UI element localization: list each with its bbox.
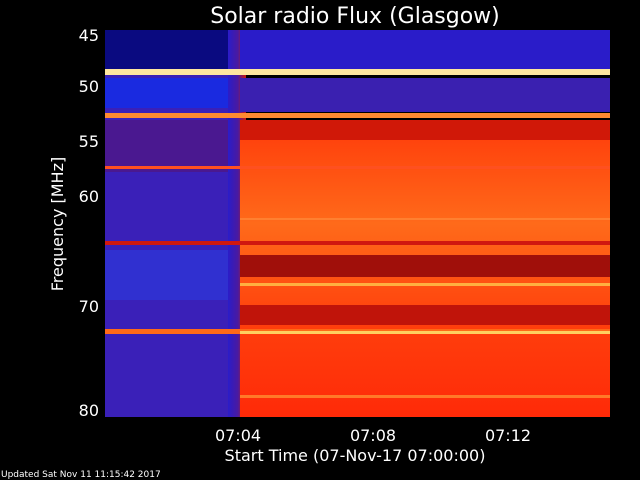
heatmap-quiet-dark-band	[105, 120, 240, 172]
updated-timestamp: Updated Sat Nov 11 11:15:42 2017	[1, 470, 161, 480]
heatmap-burst-dark-band-3	[240, 305, 610, 325]
y-tick-50: 50	[79, 77, 99, 96]
interference-line-77mhz	[240, 395, 610, 398]
x-tick-0704: 07:04	[215, 426, 261, 445]
y-tick-55: 55	[79, 132, 99, 151]
heatmap-quiet-upper	[105, 30, 240, 70]
y-tick-60: 60	[79, 187, 99, 206]
interference-line-48mhz	[105, 69, 610, 75]
x-axis-label: Start Time (07-Nov-17 07:00:00)	[225, 446, 486, 465]
y-tick-45: 45	[79, 26, 99, 45]
heatmap-plot-area	[105, 30, 610, 417]
heatmap-quiet-lower-blue	[105, 250, 240, 300]
heatmap-quiet-blue-band	[105, 78, 240, 108]
y-tick-70: 70	[79, 297, 99, 316]
heatmap-burst-dark-red-band	[240, 120, 610, 140]
chart-title: Solar radio Flux (Glasgow)	[210, 4, 500, 29]
interference-line-68mhz	[240, 283, 610, 286]
interference-line-64mhz	[105, 241, 610, 245]
x-tick-0708: 07:08	[350, 426, 396, 445]
interference-line-63mhz	[240, 218, 610, 220]
x-tick-0712: 07:12	[485, 426, 531, 445]
y-axis: 45 50 55 60 70 80 Frequency [MHz]	[48, 26, 99, 420]
interference-line-72mhz-hot	[240, 331, 610, 334]
y-axis-label: Frequency [MHz]	[48, 157, 67, 291]
heatmap-burst-upper-blue	[240, 30, 610, 70]
heatmap-burst-dark-band-2	[240, 255, 610, 277]
heatmap-burst-upper-band	[240, 78, 610, 112]
y-tick-80: 80	[79, 401, 99, 420]
x-axis: 07:04 07:08 07:12 Start Time (07-Nov-17 …	[215, 426, 531, 465]
interference-line-57mhz	[105, 166, 610, 169]
interference-line-52mhz	[105, 113, 610, 118]
